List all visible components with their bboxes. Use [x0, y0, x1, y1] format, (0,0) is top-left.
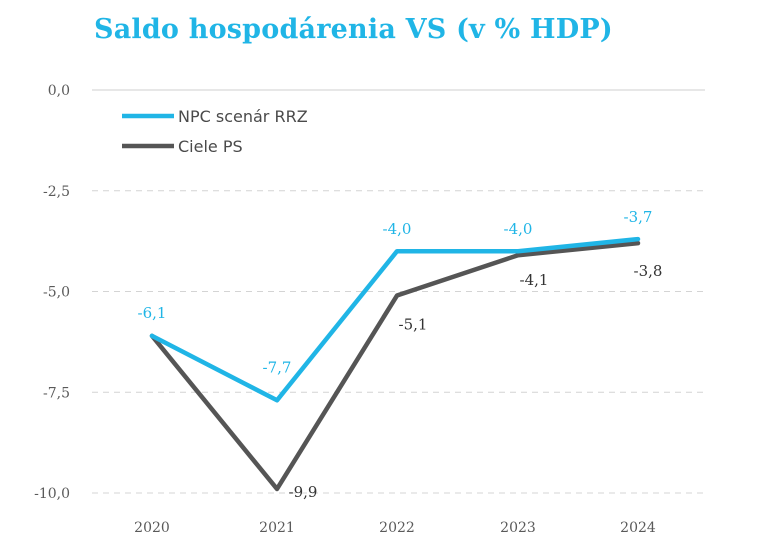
data-label: -4,1 — [520, 271, 549, 289]
x-tick-label: 2020 — [134, 520, 170, 536]
legend: NPC scenár RRZ Ciele PS — [122, 107, 308, 156]
series-lines — [149, 236, 641, 492]
y-axis-ticks: 0,0 -2,5 -5,0 -7,5 -10,0 — [34, 83, 70, 502]
series-line — [149, 240, 641, 492]
y-tick-label: 0,0 — [48, 83, 70, 99]
y-tick-label: -10,0 — [34, 486, 70, 502]
y-tick-label: -7,5 — [43, 385, 70, 401]
legend-label: Ciele PS — [178, 137, 243, 156]
data-label: -3,8 — [634, 262, 663, 280]
data-label: -4,0 — [504, 220, 533, 238]
x-tick-label: 2023 — [500, 520, 536, 536]
x-axis-ticks: 2020 2021 2022 2023 2024 — [134, 520, 656, 536]
legend-label: NPC scenár RRZ — [178, 107, 308, 126]
series-line — [149, 236, 641, 403]
data-label: -5,1 — [399, 316, 428, 334]
x-tick-label: 2021 — [259, 520, 295, 536]
y-tick-label: -2,5 — [43, 184, 70, 200]
y-tick-label: -5,0 — [43, 285, 70, 301]
x-tick-label: 2024 — [620, 520, 656, 536]
gridlines — [92, 89, 705, 494]
data-label: -3,7 — [624, 208, 653, 226]
data-label: -4,0 — [383, 220, 412, 238]
data-labels: -6,1 -7,7 -4,0 -4,0 -3,7 -9,9 -5,1 -4,1 -3,8 — [138, 208, 663, 501]
data-label: -6,1 — [138, 304, 167, 322]
data-label: -9,9 — [289, 483, 318, 501]
chart-title: Saldo hospodárenia VS (v % HDP) — [94, 14, 613, 45]
data-label: -7,7 — [263, 358, 292, 376]
x-tick-label: 2022 — [379, 520, 415, 536]
